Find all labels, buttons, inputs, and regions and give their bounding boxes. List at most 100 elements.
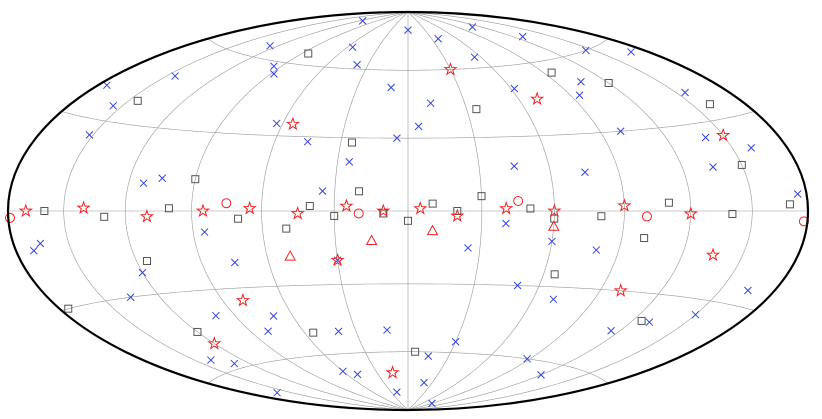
x-marker [212, 311, 220, 320]
square-marker [453, 207, 462, 215]
grid-line [207, 38, 609, 71]
x-marker [171, 72, 179, 80]
x-marker [502, 219, 510, 228]
x-marker [393, 134, 401, 142]
x-marker [85, 130, 94, 139]
x-marker [334, 327, 343, 336]
x-marker [353, 60, 361, 69]
x-marker [29, 246, 38, 255]
x-marker [36, 239, 45, 248]
x-marker [272, 119, 281, 128]
x-marker [518, 32, 527, 41]
x-marker [339, 367, 347, 376]
square-marker [282, 224, 291, 233]
x-marker [747, 144, 756, 152]
grid-line [61, 283, 755, 311]
x-marker [383, 326, 391, 334]
square-marker [404, 216, 412, 225]
x-marker [200, 228, 209, 236]
star-marker [195, 203, 211, 218]
x-marker [607, 326, 615, 335]
square-marker [472, 105, 481, 114]
square-marker [142, 257, 151, 266]
x-marker [510, 84, 519, 93]
circle-marker [221, 198, 232, 209]
x-marker [581, 46, 590, 55]
star-marker [450, 208, 465, 223]
x-marker [138, 268, 147, 277]
square-marker [785, 200, 794, 209]
map-border [6, 10, 810, 412]
square-marker [604, 78, 613, 87]
x-marker [424, 352, 433, 360]
x-marker [303, 137, 312, 146]
square-marker [597, 212, 606, 221]
x-marker [537, 371, 545, 379]
x-marker [464, 244, 472, 252]
star-marker [715, 127, 731, 142]
x-marker [793, 190, 802, 198]
square-marker [637, 316, 646, 325]
x-marker [348, 43, 357, 52]
square-marker [547, 68, 556, 77]
triangle-marker [365, 234, 378, 245]
x-marker [270, 69, 278, 78]
star-marker [235, 292, 251, 307]
x-marker [139, 179, 148, 188]
star-marker [385, 365, 400, 379]
x-marker [345, 157, 354, 166]
square-marker [728, 209, 737, 218]
square-marker [526, 204, 535, 213]
x-marker [709, 163, 717, 171]
circle-marker [353, 208, 364, 219]
star-marker [547, 203, 562, 218]
x-marker [393, 388, 401, 396]
x-marker [358, 17, 367, 25]
circle-marker [4, 212, 15, 223]
x-marker [470, 53, 479, 62]
star-marker [76, 200, 91, 215]
star-marker [613, 283, 628, 297]
square-marker [640, 234, 649, 243]
star-marker [285, 116, 301, 131]
star-marker [499, 200, 514, 215]
x-marker [627, 48, 635, 56]
x-marker [549, 295, 558, 304]
x-marker [353, 370, 362, 379]
square-marker [737, 160, 746, 169]
square-marker [309, 328, 318, 337]
square-marker [347, 138, 356, 147]
x-marker [426, 99, 435, 108]
square-marker [133, 96, 142, 105]
star-marker [617, 198, 632, 212]
x-marker [513, 281, 522, 290]
star-marker [207, 336, 222, 350]
square-marker [193, 327, 202, 336]
x-marker [414, 122, 423, 131]
star-marker [705, 247, 721, 262]
square-marker [705, 100, 714, 109]
x-marker [420, 378, 428, 387]
points [4, 17, 809, 408]
x-marker [266, 41, 274, 50]
x-marker [575, 91, 584, 100]
x-marker [103, 81, 111, 90]
square-marker [305, 202, 314, 211]
grid-line [207, 351, 609, 384]
grid-line [61, 111, 755, 139]
square-marker [191, 175, 200, 184]
x-marker [158, 174, 167, 183]
square-marker [40, 207, 49, 215]
x-marker [273, 388, 281, 397]
star-marker [18, 203, 33, 218]
triangle-marker [426, 224, 439, 236]
grid [8, 11, 808, 411]
x-marker [404, 26, 412, 34]
x-marker [592, 246, 601, 254]
x-marker [434, 34, 443, 43]
square-marker [477, 192, 486, 201]
x-marker [577, 77, 585, 86]
square-marker [550, 270, 559, 279]
square-marker [100, 212, 109, 221]
